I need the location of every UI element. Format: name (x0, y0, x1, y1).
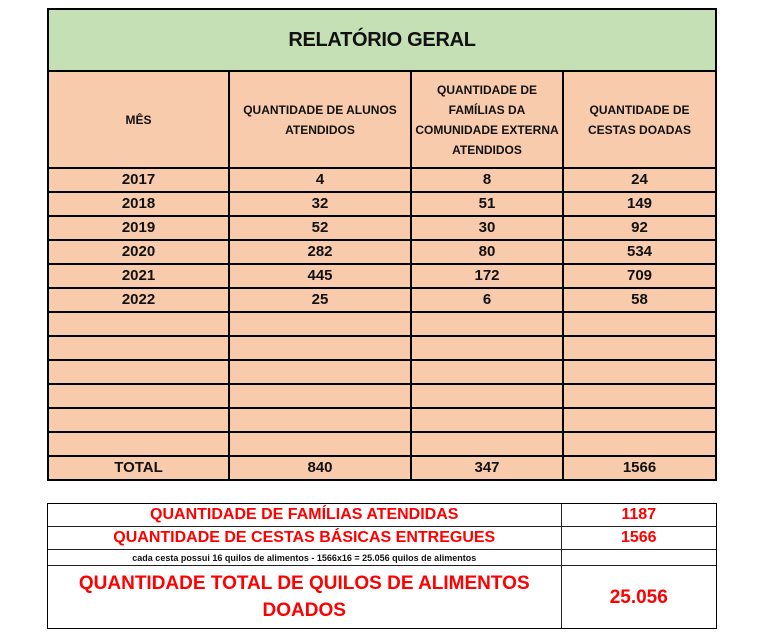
table-row: 2020 282 80 534 (49, 239, 715, 265)
cell-baskets (562, 407, 715, 433)
cell-students: 25 (228, 287, 412, 313)
cell-families (410, 407, 564, 433)
cell-year: 2022 (49, 287, 230, 313)
cell-year: 2021 (49, 263, 230, 289)
cell-baskets: 709 (562, 263, 715, 289)
total-label: TOTAL (49, 455, 230, 479)
report-title: RELATÓRIO GERAL (49, 10, 715, 72)
note-value (560, 549, 716, 566)
families-value: 1187 (560, 504, 716, 527)
cell-students (228, 383, 412, 409)
empty-row (49, 383, 715, 409)
cell-year (49, 359, 230, 385)
cell-students (228, 431, 412, 457)
cell-families (410, 311, 564, 337)
empty-row (49, 359, 715, 385)
cell-year (49, 407, 230, 433)
baskets-label: QUANTIDADE DE CESTAS BÁSICAS ENTREGUES (48, 526, 562, 550)
cell-year: 2019 (49, 215, 230, 241)
header-students: QUANTIDADE DE ALUNOS ATENDIDOS (228, 72, 412, 169)
cell-year: 2017 (49, 167, 230, 193)
table-row: 2018 32 51 149 (49, 191, 715, 217)
cell-baskets: 24 (562, 167, 715, 193)
kilos-label: QUANTIDADE TOTAL DE QUILOS DE ALIMENTOS … (48, 565, 562, 628)
empty-row (49, 335, 715, 361)
cell-baskets (562, 311, 715, 337)
total-baskets: 1566 (562, 455, 715, 479)
cell-baskets: 92 (562, 215, 715, 241)
cell-baskets (562, 431, 715, 457)
cell-year (49, 335, 230, 361)
total-families: 347 (410, 455, 564, 479)
baskets-value: 1566 (560, 526, 716, 550)
cell-baskets (562, 383, 715, 409)
cell-families: 172 (410, 263, 564, 289)
cell-students (228, 359, 412, 385)
cell-year (49, 311, 230, 337)
cell-year (49, 383, 230, 409)
table-row: 2019 52 30 92 (49, 215, 715, 241)
general-report-table: RELATÓRIO GERAL MÊS QUANTIDADE DE ALUNOS… (47, 8, 717, 481)
table-row: 2017 4 8 24 (49, 167, 715, 193)
cell-families (410, 383, 564, 409)
cell-families (410, 359, 564, 385)
table-row: 2022 25 6 58 (49, 287, 715, 313)
cell-students (228, 311, 412, 337)
total-row: TOTAL 840 347 1566 (49, 455, 715, 479)
header-row: MÊS QUANTIDADE DE ALUNOS ATENDIDOS QUANT… (49, 72, 715, 169)
cell-families (410, 431, 564, 457)
header-families: QUANTIDADE DE FAMÍLIAS DA COMUNIDADE EXT… (410, 72, 564, 169)
empty-row (49, 407, 715, 433)
empty-row (49, 311, 715, 337)
empty-row (49, 431, 715, 457)
summary-row-note: cada cesta possui 16 quilos de alimentos… (48, 549, 716, 566)
cell-year (49, 431, 230, 457)
cell-students: 282 (228, 239, 412, 265)
calculation-note: cada cesta possui 16 quilos de alimentos… (48, 549, 562, 566)
header-month: MÊS (49, 72, 230, 169)
summary-row-families: QUANTIDADE DE FAMÍLIAS ATENDIDAS 1187 (48, 504, 716, 527)
cell-year: 2018 (49, 191, 230, 217)
cell-students (228, 335, 412, 361)
cell-families: 6 (410, 287, 564, 313)
cell-families: 51 (410, 191, 564, 217)
cell-students: 445 (228, 263, 412, 289)
cell-families: 80 (410, 239, 564, 265)
cell-students: 52 (228, 215, 412, 241)
header-baskets: QUANTIDADE DE CESTAS DOADAS (562, 72, 715, 169)
cell-families: 8 (410, 167, 564, 193)
cell-families: 30 (410, 215, 564, 241)
cell-year: 2020 (49, 239, 230, 265)
cell-baskets (562, 359, 715, 385)
kilos-value: 25.056 (560, 565, 716, 628)
report-grid: MÊS QUANTIDADE DE ALUNOS ATENDIDOS QUANT… (49, 72, 715, 479)
cell-baskets: 58 (562, 287, 715, 313)
cell-students: 4 (228, 167, 412, 193)
families-label: QUANTIDADE DE FAMÍLIAS ATENDIDAS (48, 504, 562, 527)
cell-students (228, 407, 412, 433)
table-row: 2021 445 172 709 (49, 263, 715, 289)
cell-baskets: 534 (562, 239, 715, 265)
cell-families (410, 335, 564, 361)
summary-table: QUANTIDADE DE FAMÍLIAS ATENDIDAS 1187 QU… (47, 503, 717, 629)
cell-students: 32 (228, 191, 412, 217)
summary-row-kilos: QUANTIDADE TOTAL DE QUILOS DE ALIMENTOS … (48, 565, 716, 628)
cell-baskets (562, 335, 715, 361)
summary-row-baskets: QUANTIDADE DE CESTAS BÁSICAS ENTREGUES 1… (48, 526, 716, 550)
cell-baskets: 149 (562, 191, 715, 217)
total-students: 840 (228, 455, 412, 479)
